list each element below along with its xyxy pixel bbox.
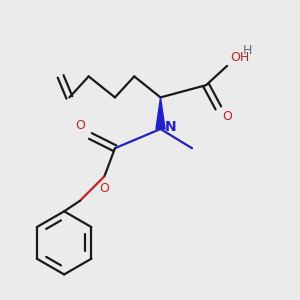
Polygon shape <box>156 98 165 129</box>
Text: H: H <box>243 44 252 57</box>
Text: O: O <box>75 119 85 133</box>
Text: O: O <box>222 110 232 123</box>
Text: OH: OH <box>231 51 250 64</box>
Text: N: N <box>165 120 176 134</box>
Text: O: O <box>100 182 110 194</box>
